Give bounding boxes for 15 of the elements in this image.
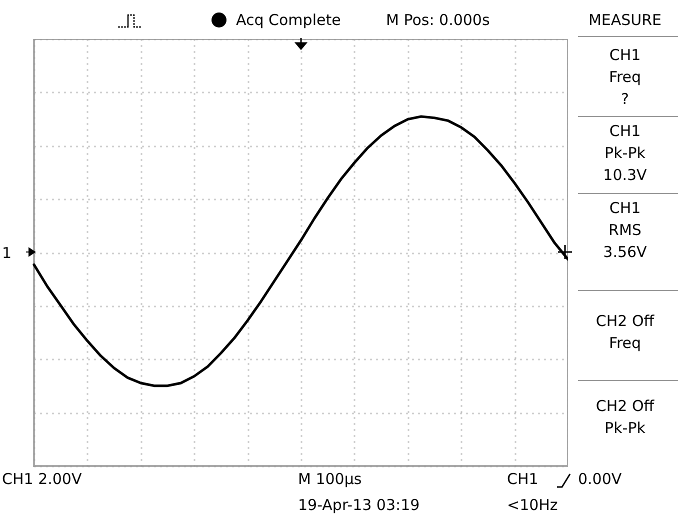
- text: 1: [2, 243, 12, 264]
- text: CH1: [507, 469, 538, 490]
- text: 19-Apr-13 03:19: [298, 495, 420, 516]
- text: Acq Complete: [236, 10, 341, 31]
- text: M 100µs: [298, 469, 362, 490]
- text: CH1 Freq ?: [608, 45, 642, 110]
- text: MEASURE: [587, 10, 663, 31]
- text: CH2 Off Pk-Pk: [594, 396, 656, 439]
- text: CH1 2.00V: [2, 469, 82, 490]
- text: M Pos: 0.000s: [386, 10, 490, 31]
- text: CH2 Off Freq: [594, 311, 656, 354]
- text: 0.00V: [578, 469, 622, 490]
- text: CH1 RMS 3.56V: [602, 198, 648, 263]
- text: CH1 Pk-Pk 10.3V: [602, 121, 648, 186]
- text: <10Hz: [507, 495, 558, 516]
